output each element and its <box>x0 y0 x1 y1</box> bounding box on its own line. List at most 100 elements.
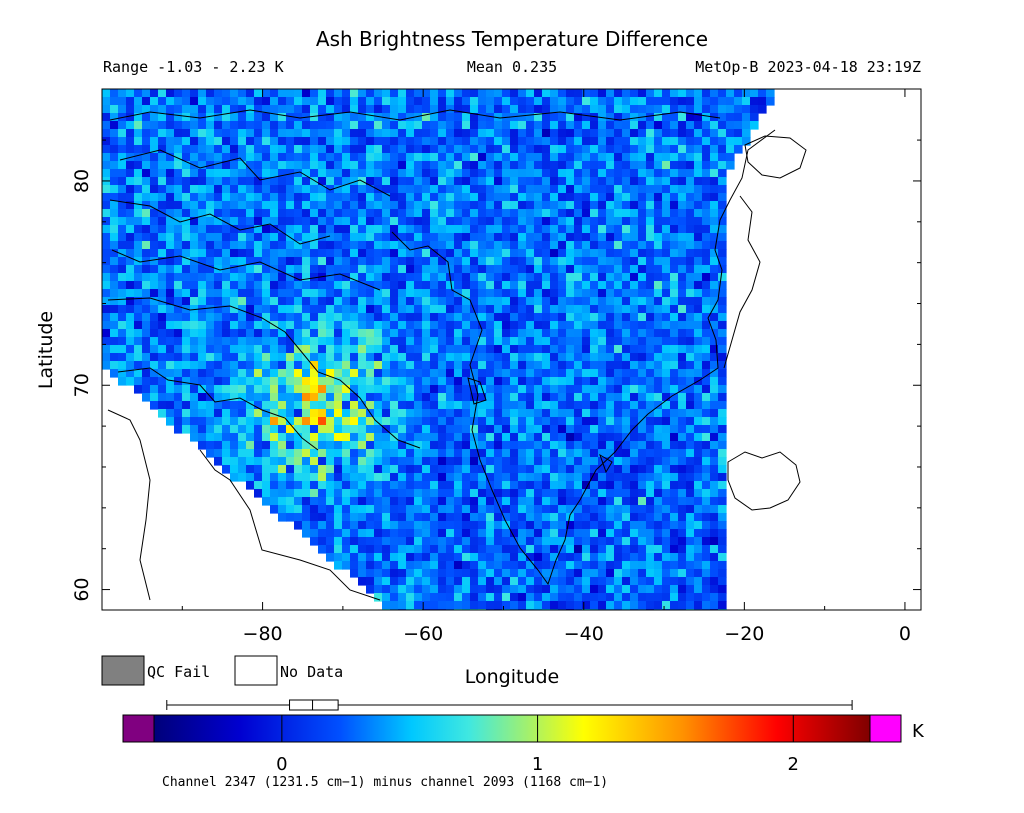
swath-cell <box>558 145 567 154</box>
swath-cell <box>526 481 535 490</box>
swath-cell <box>702 593 711 602</box>
swath-cell <box>494 585 503 594</box>
swath-cell <box>302 505 311 514</box>
swath-cell <box>126 129 135 138</box>
swath-cell <box>470 249 479 258</box>
swath-cell <box>646 489 655 498</box>
swath-cell <box>166 369 175 378</box>
swath-cell <box>694 105 703 114</box>
swath-cell <box>430 529 439 538</box>
swath-cell <box>374 97 383 106</box>
swath-cell <box>318 361 327 370</box>
swath-cell <box>718 401 727 410</box>
swath-cell <box>582 321 591 330</box>
swath-cell <box>630 169 639 178</box>
swath-cell <box>662 393 671 402</box>
swath-cell <box>550 353 559 362</box>
swath-cell <box>510 393 519 402</box>
swath-cell <box>718 545 727 554</box>
swath-cell <box>606 553 615 562</box>
swath-cell <box>366 225 375 234</box>
swath-cell <box>254 105 263 114</box>
swath-cell <box>246 353 255 362</box>
swath-cell <box>654 345 663 354</box>
swath-cell <box>302 305 311 314</box>
swath-cell <box>478 473 487 482</box>
swath-cell <box>454 441 463 450</box>
swath-cell <box>246 161 255 170</box>
swath-cell <box>518 161 527 170</box>
swath-cell <box>630 417 639 426</box>
swath-cell <box>670 297 679 306</box>
swath-cell <box>686 329 695 338</box>
swath-cell <box>334 529 343 538</box>
swath-cell <box>110 193 119 202</box>
swath-cell <box>462 353 471 362</box>
swath-cell <box>494 281 503 290</box>
swath-cell <box>334 297 343 306</box>
swath-cell <box>686 497 695 506</box>
swath-cell <box>710 281 719 290</box>
swath-cell <box>302 105 311 114</box>
swath-cell <box>702 281 711 290</box>
swath-cell <box>462 185 471 194</box>
swath-cell <box>582 121 591 130</box>
swath-cell <box>302 225 311 234</box>
swath-cell <box>246 249 255 258</box>
swath-cell <box>582 361 591 370</box>
swath-cell <box>414 257 423 266</box>
swath-cell <box>638 457 647 466</box>
swath-cell <box>598 249 607 258</box>
swath-cell <box>454 97 463 106</box>
swath-cell <box>558 265 567 274</box>
swath-cell <box>342 401 351 410</box>
swath-cell <box>382 273 391 282</box>
swath-cell <box>702 369 711 378</box>
swath-cell <box>574 233 583 242</box>
swath-cell <box>470 481 479 490</box>
swath-cell <box>502 401 511 410</box>
swath-cell <box>310 257 319 266</box>
swath-cell <box>174 385 183 394</box>
swath-cell <box>590 337 599 346</box>
swath-cell <box>422 505 431 514</box>
swath-cell <box>670 465 679 474</box>
swath-cell <box>486 529 495 538</box>
swath-cell <box>198 329 207 338</box>
swath-cell <box>102 145 111 154</box>
swath-cell <box>302 457 311 466</box>
swath-cell <box>182 233 191 242</box>
swath-cell <box>110 297 119 306</box>
swath-cell <box>598 545 607 554</box>
swath-cell <box>358 145 367 154</box>
swath-cell <box>342 185 351 194</box>
swath-cell <box>678 313 687 322</box>
swath-cell <box>398 529 407 538</box>
swath-cell <box>398 129 407 138</box>
swath-cell <box>182 321 191 330</box>
swath-cell <box>422 281 431 290</box>
swath-cell <box>318 513 327 522</box>
swath-cell <box>262 257 271 266</box>
swath-cell <box>422 169 431 178</box>
swath-cell <box>558 353 567 362</box>
swath-cell <box>142 385 151 394</box>
swath-cell <box>502 225 511 234</box>
swath-cell <box>318 297 327 306</box>
swath-cell <box>686 177 695 186</box>
swath-cell <box>566 249 575 258</box>
swath-cell <box>174 417 183 426</box>
swath-cell <box>214 337 223 346</box>
swath-cell <box>550 329 559 338</box>
swath-cell <box>614 401 623 410</box>
swath-cell <box>214 257 223 266</box>
swath-cell <box>614 153 623 162</box>
swath-cell <box>454 185 463 194</box>
swath-cell <box>454 561 463 570</box>
swath-cell <box>166 305 175 314</box>
swath-cell <box>574 537 583 546</box>
swath-cell <box>606 225 615 234</box>
swath-cell <box>150 233 159 242</box>
swath-cell <box>230 337 239 346</box>
swath-cell <box>286 457 295 466</box>
